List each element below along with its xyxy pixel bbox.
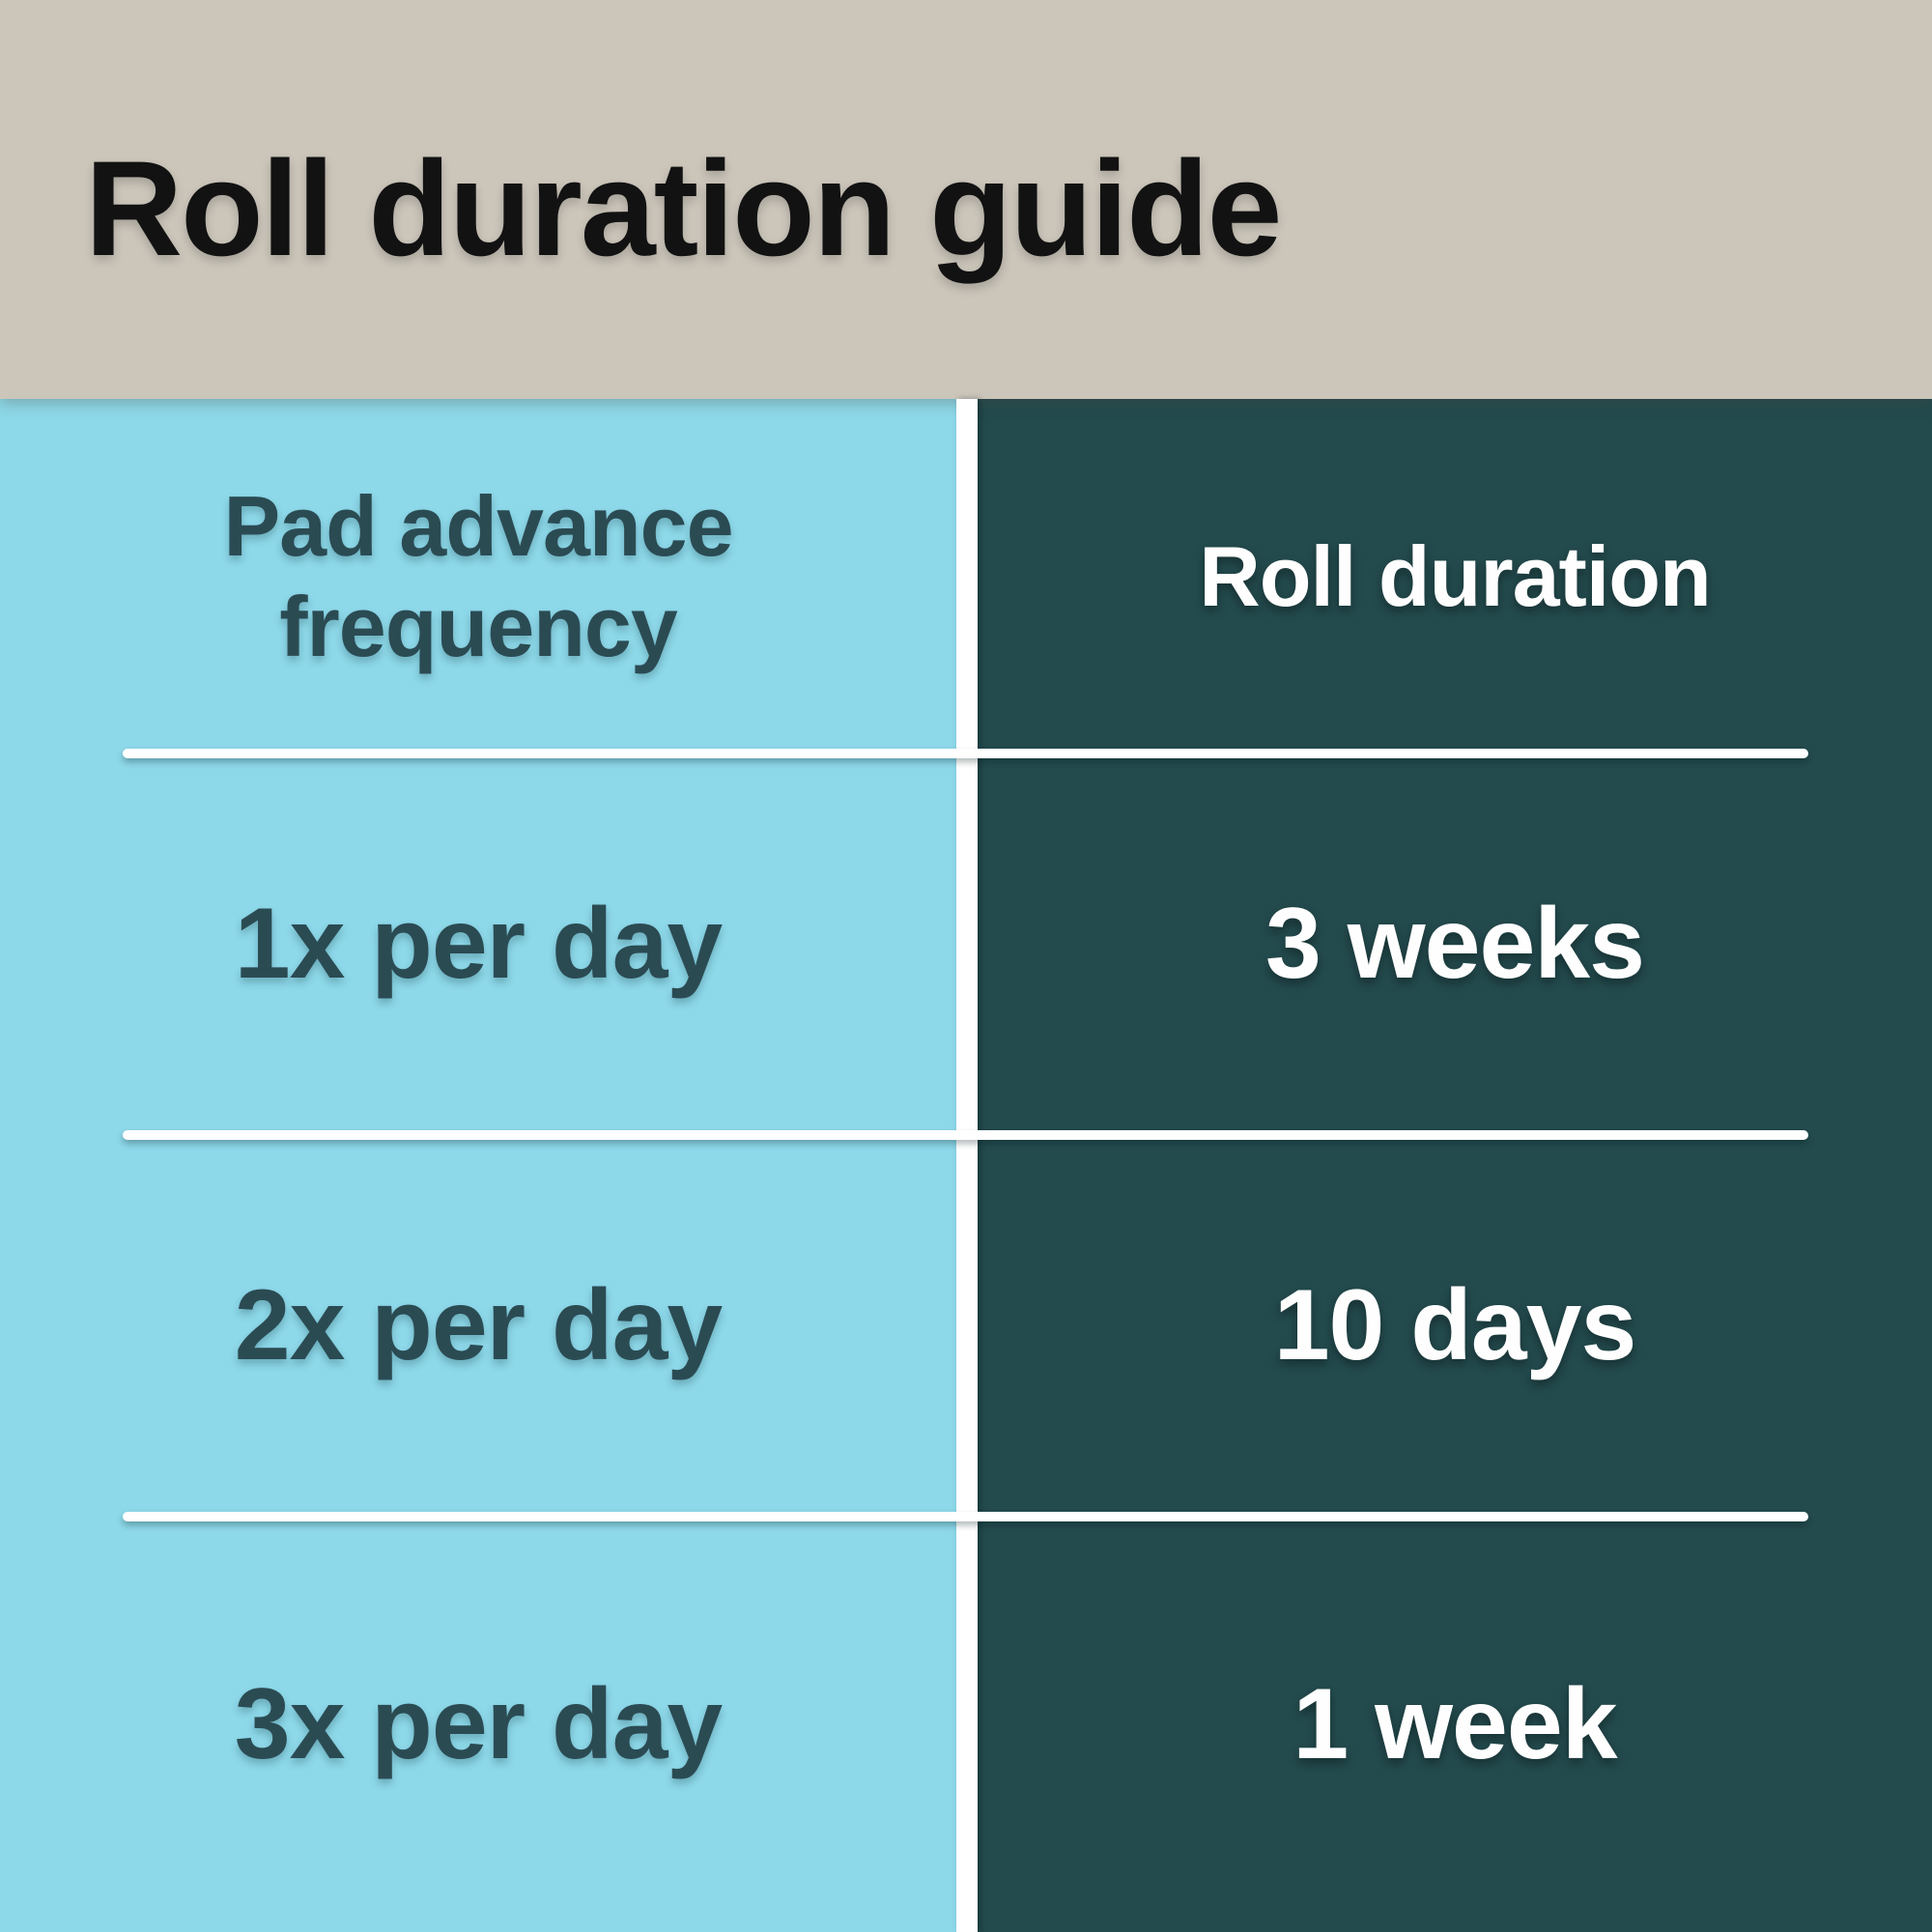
- frequency-value: 3x per day: [234, 1667, 724, 1780]
- table-row-1-frequency-cell: 1x per day: [0, 753, 956, 1135]
- row-divider: [123, 1512, 1808, 1521]
- column-header-frequency: Pad advance frequency: [0, 399, 956, 753]
- page-title: Roll duration guide: [85, 131, 1282, 284]
- column-header-frequency-label: Pad advance frequency: [223, 477, 733, 674]
- table-row-2-duration-cell: 10 days: [956, 1135, 1932, 1517]
- duration-value: 1 week: [1293, 1667, 1617, 1780]
- row-divider: [123, 1130, 1808, 1140]
- column-divider: [956, 399, 978, 1932]
- duration-table: Pad advance frequency Roll duration 1x p…: [0, 399, 1932, 1932]
- duration-value: 10 days: [1273, 1269, 1637, 1381]
- table-row-3-frequency-cell: 3x per day: [0, 1517, 956, 1932]
- frequency-value: 1x per day: [234, 888, 724, 1000]
- title-band: Roll duration guide: [0, 0, 1932, 399]
- column-header-duration: Roll duration: [956, 399, 1932, 753]
- column-header-duration-label: Roll duration: [1199, 527, 1712, 624]
- table-row-3-duration-cell: 1 week: [956, 1517, 1932, 1932]
- frequency-value: 2x per day: [234, 1269, 724, 1381]
- table-row-2-frequency-cell: 2x per day: [0, 1135, 956, 1517]
- duration-value: 3 weeks: [1265, 888, 1645, 1000]
- table-row-1-duration-cell: 3 weeks: [956, 753, 1932, 1135]
- row-divider: [123, 749, 1808, 758]
